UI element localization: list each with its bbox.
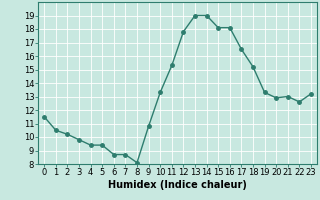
X-axis label: Humidex (Indice chaleur): Humidex (Indice chaleur) (108, 180, 247, 190)
